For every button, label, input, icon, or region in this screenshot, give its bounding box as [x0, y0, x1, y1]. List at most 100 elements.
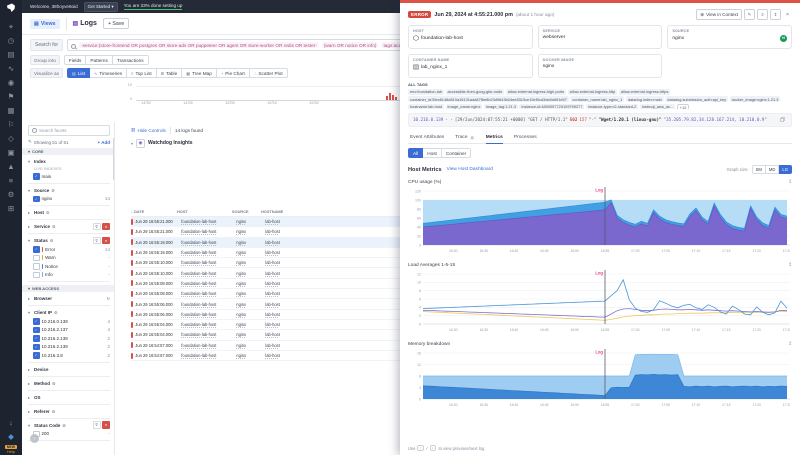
edit-button[interactable]: ✎	[744, 9, 755, 20]
visualize-tree-map[interactable]: ▦ Tree Map	[182, 68, 217, 78]
log-host[interactable]: foundation-lab-host	[181, 250, 217, 256]
tag-pill[interactable]: container_name:lab_nginx_1	[570, 96, 625, 103]
visualize-top-list[interactable]: ≡ Top List	[127, 68, 157, 78]
histogram-bar[interactable]	[386, 96, 388, 100]
facet-checkbox[interactable]: ✓	[33, 335, 40, 342]
facet-search-input[interactable]: Search facets	[28, 125, 110, 136]
setup-progress-text[interactable]: You are 33% done setting up	[123, 3, 183, 10]
log-row[interactable]: Jun 29 16:55:21.000 foundation-lab-host ng…	[131, 227, 461, 238]
column-header-hostname[interactable]: HOSTNAME	[261, 209, 284, 214]
log-row[interactable]: Jun 29 16:55:04.000 foundation-lab-host ng…	[131, 330, 461, 341]
datadog-logo[interactable]	[5, 2, 17, 16]
log-host[interactable]: foundation-lab-host	[181, 311, 217, 317]
facet-section-index[interactable]: ▾ Index	[28, 159, 46, 164]
filter-icon[interactable]: ∇	[92, 421, 101, 429]
log-host[interactable]: foundation-lab-host	[181, 301, 217, 307]
facet-checkbox[interactable]	[33, 271, 40, 278]
histogram-bar[interactable]	[389, 93, 391, 100]
add-facet-button[interactable]: + Add	[97, 139, 110, 145]
facet-checkbox[interactable]: ✓	[33, 173, 40, 180]
log-source[interactable]: nginx	[236, 270, 247, 276]
dashboards-icon[interactable]: ▦	[7, 106, 15, 115]
gear-icon[interactable]: ⚙	[49, 238, 54, 243]
facet-value-row[interactable]: ✓ nginx 14	[28, 195, 110, 204]
tag-pill[interactable]: container_id:5fce8148d819a16131ada87f6e8…	[408, 96, 569, 103]
visualize-timeseries[interactable]: ∿ Timeseries	[90, 68, 128, 78]
rum-icon[interactable]: ▣	[7, 148, 15, 157]
query-token[interactable]: -service:(store-frontend OR postgres OR …	[79, 42, 319, 48]
logs-icon[interactable]: ≡	[8, 176, 14, 185]
attribute-card-source[interactable]: SOURCE nginx N	[667, 25, 792, 49]
facet-group-header[interactable]: ▾ WEB ACCESS	[22, 285, 114, 292]
log-source[interactable]: nginx	[236, 239, 247, 245]
help-button[interactable]: Help	[7, 450, 15, 454]
facet-value-row[interactable]: Info -	[28, 271, 110, 280]
tab-metrics[interactable]: Metrics	[485, 133, 503, 144]
log-hostname[interactable]: lab-host	[265, 342, 280, 348]
tag-pill[interactable]: instruqt_aws_ac...	[639, 103, 676, 109]
facet-checkbox[interactable]: ✓	[33, 195, 40, 202]
log-host[interactable]: foundation-lab-host	[181, 229, 217, 235]
facet-value-row[interactable]: ✓ 10.216.2.137 4	[28, 326, 110, 335]
metrics-scope-host[interactable]: Host	[423, 148, 442, 158]
facet-section-method[interactable]: ▸ Method ⚙	[28, 380, 56, 386]
facet-checkbox[interactable]	[33, 254, 40, 261]
facet-section-browser[interactable]: ▸ Browser ↻	[28, 296, 110, 301]
log-row[interactable]: Jun 29 16:55:10.000 foundation-lab-host ng…	[131, 258, 461, 269]
query-token[interactable]: (warn OR notice OR info)	[321, 42, 379, 48]
security-icon[interactable]: ▲	[7, 162, 15, 171]
scrollbar[interactable]	[112, 138, 114, 180]
log-source[interactable]: nginx	[236, 322, 247, 328]
log-hostname[interactable]: lab-host	[265, 311, 280, 317]
attribute-card-host[interactable]: HOST foundation-lab-host	[408, 25, 533, 49]
tab-trace[interactable]: Trace 0	[455, 135, 475, 140]
log-row[interactable]: Jun 29 16:55:19.000 foundation-lab-host ng…	[131, 237, 461, 248]
attribute-card-service[interactable]: SERVICE webserver	[537, 25, 663, 49]
downloads-icon[interactable]: ↓	[9, 418, 13, 427]
log-row[interactable]: Jun 29 16:55:10.000 foundation-lab-host ng…	[131, 268, 461, 279]
tag-pill[interactable]: allow-external-ingress-http	[567, 88, 618, 95]
tag-pill[interactable]: instance-id:4800057720109799277	[519, 103, 585, 109]
gear-icon[interactable]: ⚙	[46, 210, 50, 215]
log-hostname[interactable]: lab-host	[265, 353, 280, 358]
log-row[interactable]: Jun 29 16:55:21.000 foundation-lab-host ng…	[131, 217, 461, 228]
facet-section-status-code[interactable]: ▾ Status Code ⚙ ∇ ×	[28, 421, 110, 430]
log-host[interactable]: foundation-lab-host	[181, 219, 217, 225]
facet-value-row[interactable]: ✓ main	[28, 172, 110, 181]
facet-checkbox[interactable]: ✓	[33, 246, 40, 253]
close-button[interactable]: ×	[785, 11, 790, 18]
shortcuts-button[interactable]: ≡	[757, 9, 768, 20]
log-hostname[interactable]: lab-host	[265, 301, 280, 307]
facet-section-os[interactable]: ▸ OS	[28, 394, 41, 400]
log-hostname[interactable]: lab-host	[265, 250, 280, 256]
watchdog-icon[interactable]: ◉	[7, 78, 15, 87]
metrics-scope-container[interactable]: Container	[441, 148, 472, 158]
log-source[interactable]: nginx	[236, 280, 247, 286]
clear-filter-icon[interactable]: ×	[102, 236, 110, 245]
view-host-dashboard-link[interactable]: View Host Dashboard	[446, 167, 493, 172]
facet-value-row[interactable]: ✓ Error 14	[28, 245, 110, 254]
log-hostname[interactable]: lab-host	[265, 229, 280, 235]
log-hostname[interactable]: lab-host	[265, 270, 280, 276]
log-source[interactable]: nginx	[236, 219, 247, 225]
log-row[interactable]: Jun 29 16:54:57.000 foundation-lab-host ng…	[131, 351, 461, 362]
log-row[interactable]: Jun 29 16:54:57.000 foundation-lab-host ng…	[131, 341, 461, 351]
log-message[interactable]: 10.216.0.139- - [29/Jun/2024:07:55:21 +00…	[408, 112, 792, 127]
log-row[interactable]: Jun 29 16:55:06.000 foundation-lab-host ng…	[131, 299, 461, 310]
facet-section-referer[interactable]: ▸ Referer ⚙	[28, 408, 56, 414]
log-source[interactable]: nginx	[236, 342, 247, 348]
log-hostname[interactable]: lab-host	[265, 219, 280, 225]
log-hostname[interactable]: lab-host	[265, 291, 280, 297]
arrow-down-key[interactable]: ↓	[429, 445, 437, 451]
tag-pill[interactable]: datadog.index:main	[625, 96, 664, 103]
monitors-icon[interactable]: ⚐	[7, 120, 15, 129]
histogram-bar[interactable]	[392, 95, 394, 100]
ci-icon[interactable]: ⚙	[7, 190, 15, 199]
log-host[interactable]: foundation-lab-host	[181, 270, 217, 276]
gear-icon[interactable]: ⚙	[52, 380, 56, 386]
gear-icon[interactable]: ⚙	[51, 408, 56, 414]
export-icon[interactable]: ↥	[787, 262, 792, 268]
log-host[interactable]: foundation-lab-host	[181, 239, 217, 245]
more-tags-pill[interactable]: +12	[676, 103, 690, 109]
group-by-transactions[interactable]: Transactions	[112, 55, 149, 65]
